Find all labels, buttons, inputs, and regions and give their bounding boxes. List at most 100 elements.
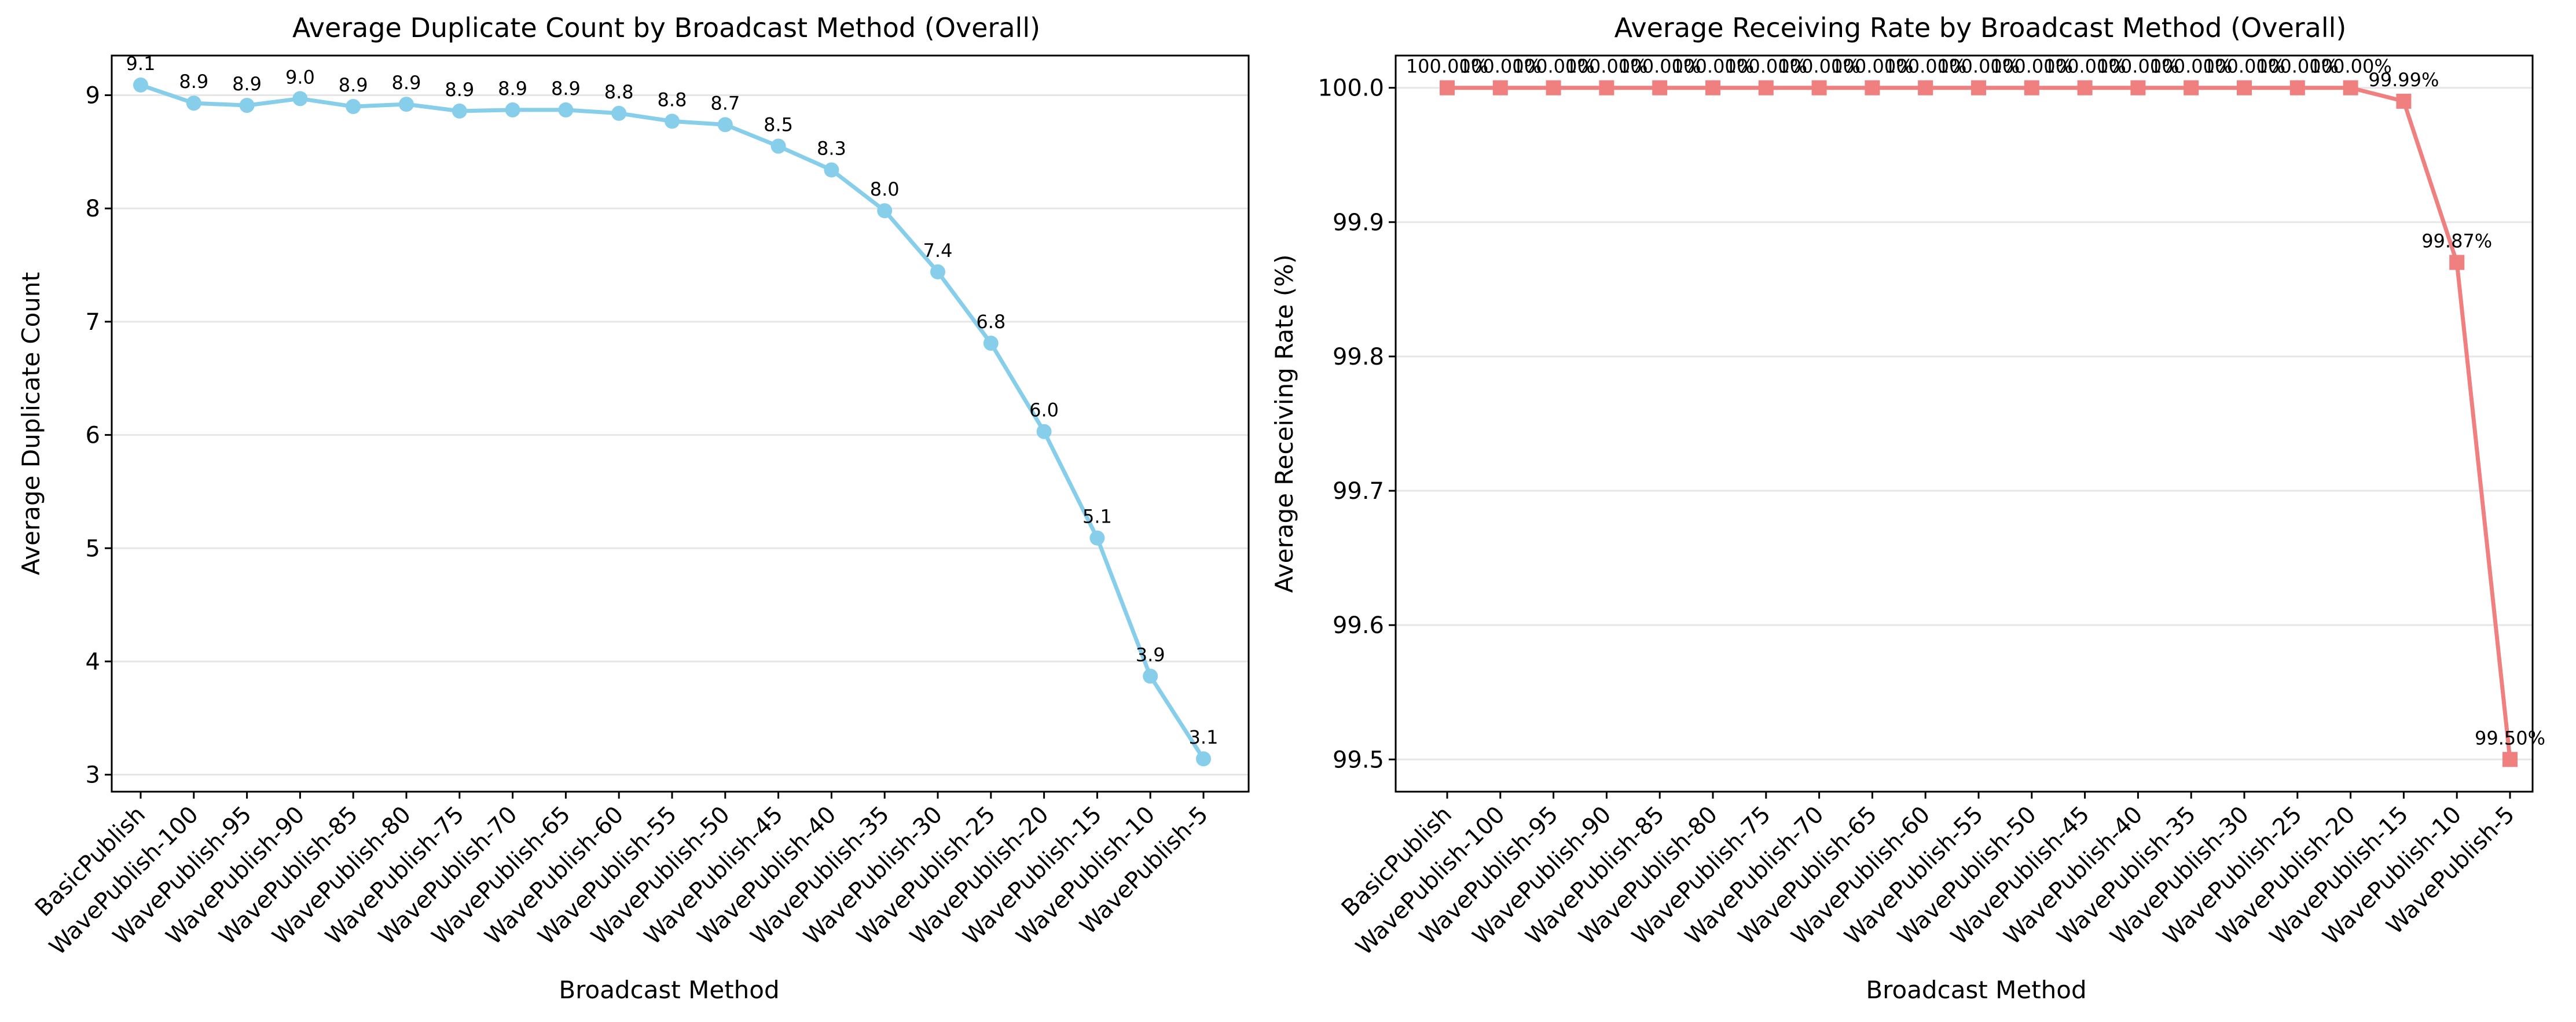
grid-lines (112, 94, 1249, 776)
data-point (1036, 424, 1052, 439)
data-point (399, 97, 414, 112)
x-axis-label: Broadcast Method (559, 976, 779, 1004)
y-tick-label: 7 (86, 309, 100, 336)
data-point (770, 138, 786, 154)
data-label: 100.00% (2097, 56, 2179, 78)
data-point (186, 95, 201, 111)
data-point (1089, 530, 1105, 546)
data-label: 8.9 (339, 74, 368, 96)
data-point (558, 102, 574, 117)
data-point (133, 77, 148, 93)
data-label: 8.5 (764, 114, 793, 136)
y-tick-label: 99.9 (1333, 209, 1384, 236)
data-label: 100.00% (1459, 56, 1542, 78)
data-point (983, 336, 999, 351)
data-point (2449, 255, 2465, 270)
data-point (824, 162, 839, 178)
data-label: 100.00% (1672, 56, 1754, 78)
data-point (2237, 80, 2252, 95)
data-label: 100.00% (2309, 56, 2391, 78)
data-point (239, 98, 255, 113)
data-label: 99.50% (2475, 727, 2545, 749)
series-line (140, 83, 1205, 760)
data-point (1440, 80, 1455, 95)
data-point (2502, 752, 2518, 767)
data-point (611, 105, 627, 121)
data-label: 100.00% (1406, 56, 1488, 78)
data-label: 8.9 (179, 71, 208, 93)
data-point (1758, 80, 1774, 95)
receiving-rate-chart: Average Receiving Rate by Broadcast Meth… (1270, 12, 2545, 1004)
data-point (2396, 93, 2412, 109)
data-label: 5.1 (1082, 506, 1112, 528)
data-point (1492, 80, 1508, 95)
chart-title: Average Receiving Rate by Broadcast Meth… (1614, 12, 2347, 43)
data-point (1196, 751, 1211, 767)
data-point (346, 99, 361, 115)
plot-frame (111, 54, 1250, 793)
data-point (1143, 668, 1158, 684)
data-point (1811, 80, 1827, 95)
data-label: 8.8 (604, 81, 634, 103)
data-label: 3.1 (1189, 726, 1219, 748)
data-point (292, 91, 308, 106)
y-tick-label: 99.5 (1333, 747, 1384, 773)
data-point (2024, 80, 2039, 95)
duplicate-count-chart: Average Duplicate Count by Broadcast Met… (17, 12, 1250, 1004)
x-axis-label: Broadcast Method (1866, 976, 2086, 1004)
data-point (1918, 80, 1933, 95)
data-point (665, 113, 680, 129)
data-label: 100.00% (1778, 56, 1860, 78)
y-tick-label: 99.7 (1333, 478, 1384, 505)
data-point (452, 103, 467, 119)
data-point (1705, 80, 1720, 95)
data-label: 9.0 (285, 66, 315, 88)
grid-lines (1396, 87, 2533, 760)
data-label: 8.3 (817, 138, 846, 160)
data-point (930, 264, 945, 280)
data-label: 100.00% (1565, 56, 1647, 78)
data-label: 99.87% (2421, 230, 2492, 252)
data-point (505, 102, 520, 117)
data-point (2184, 80, 2199, 95)
plot-area: 9.18.9 8.9 9.0 8.9 8.9 8.9 8.9 8.9 8.8 8.8 8.78.58… (126, 53, 1219, 767)
y-axis-label: Average Duplicate Count (17, 272, 45, 575)
series-line (1447, 86, 2512, 760)
data-label: 100.00% (1937, 56, 2020, 78)
data-label: 8.7 (710, 92, 740, 114)
data-label: 8.9 (498, 78, 527, 100)
plot-area: 100.00%100.00%100.00%100.00%100.00%100.0… (1406, 56, 2545, 767)
data-point (2077, 80, 2093, 95)
data-point (877, 203, 893, 219)
data-label: 8.8 (658, 89, 687, 111)
y-tick-label: 99.8 (1333, 344, 1384, 370)
data-point (1599, 80, 1614, 95)
data-label: 100.00% (1991, 56, 2073, 78)
data-label: 100.00% (2150, 56, 2232, 78)
data-point (717, 117, 733, 133)
data-label: 100.00% (1619, 56, 1701, 78)
data-point (2343, 80, 2358, 95)
y-tick-label: 8 (86, 196, 100, 222)
data-point (1546, 80, 1561, 95)
data-label: 100.00% (2043, 56, 2126, 78)
data-point (2289, 80, 2305, 95)
data-point (1652, 80, 1668, 95)
y-tick-label: 6 (86, 422, 100, 449)
data-label: 100.00% (1512, 56, 1594, 78)
y-axis-label: Average Receiving Rate (%) (1270, 254, 1298, 593)
y-tick-label: 3 (86, 762, 100, 789)
y-tick-label: 5 (86, 535, 100, 562)
y-tick-label: 99.6 (1333, 612, 1384, 639)
data-point (1865, 80, 1880, 95)
data-label: 100.00% (1884, 56, 1966, 78)
data-label: 8.9 (392, 72, 421, 94)
data-label: 3.9 (1136, 644, 1165, 666)
y-tick-label: 9 (86, 82, 100, 109)
data-label: 99.99% (2368, 69, 2439, 91)
data-label: 6.8 (976, 311, 1006, 333)
data-label: 100.00% (2256, 56, 2339, 78)
data-label: 8.0 (870, 178, 900, 200)
y-tick-label: 100.0 (1318, 75, 1384, 102)
